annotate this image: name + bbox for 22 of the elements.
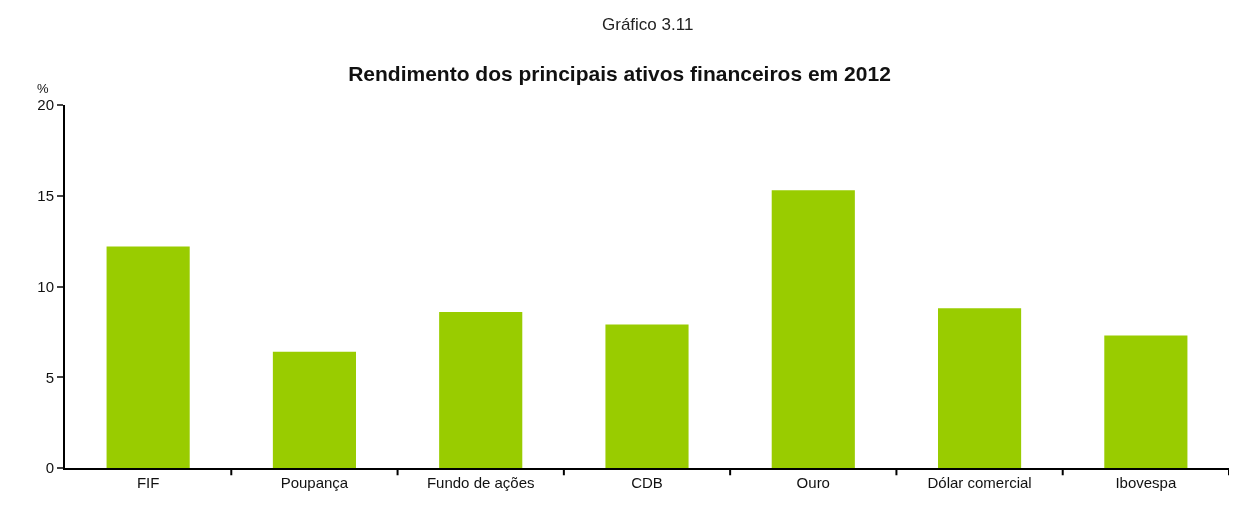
chart-title: Rendimento dos principais ativos financeiros em 2012: [348, 62, 891, 85]
y-tick-label: 20: [37, 96, 54, 114]
y-tick-label: 5: [45, 368, 54, 386]
y-tick-label: 10: [37, 277, 54, 295]
x-tick-label: Ouro: [796, 474, 830, 491]
bar: [605, 324, 689, 468]
bar: [106, 246, 190, 468]
y-tick-label: 0: [45, 459, 54, 477]
x-tick-label: CDB: [631, 474, 663, 491]
bar: [1104, 335, 1188, 468]
x-tick-label: Poupança: [280, 474, 349, 491]
x-tick-label: Fundo de ações: [426, 474, 535, 491]
y-tick-label: 15: [37, 187, 54, 204]
x-tick-label: FIF: [136, 474, 160, 491]
x-tick-label: Ibovespa: [1115, 474, 1177, 491]
bar: [272, 351, 356, 468]
y-axis-title: %: [37, 81, 49, 96]
bar: [771, 190, 855, 468]
x-tick-label: Dólar comercial: [927, 474, 1032, 491]
chart-subtitle: Gráfico 3.11: [602, 15, 694, 34]
bar: [439, 311, 523, 468]
bar: [938, 308, 1022, 468]
